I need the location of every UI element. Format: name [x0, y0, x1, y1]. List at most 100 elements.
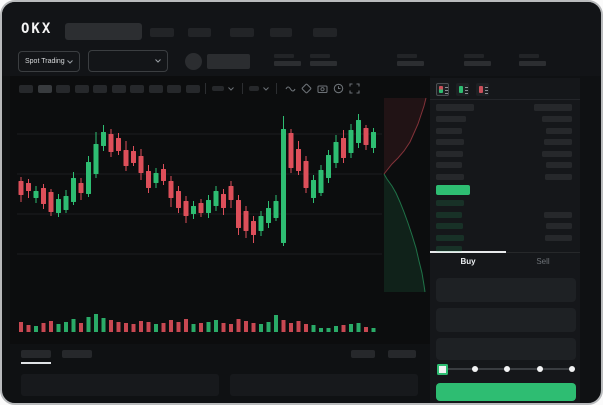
volume-bar — [371, 328, 376, 332]
ask-price-bar[interactable] — [436, 150, 463, 157]
price-field[interactable] — [436, 278, 576, 302]
total-field[interactable] — [436, 338, 576, 360]
active-tab-indicator — [21, 362, 51, 364]
amount-field[interactable] — [436, 308, 576, 332]
volume-bar — [56, 324, 61, 332]
book-both-icon[interactable] — [436, 83, 449, 96]
ask-price-bar[interactable] — [436, 127, 462, 134]
chevron-down-icon[interactable] — [228, 87, 234, 91]
tab-sell[interactable]: Sell — [536, 257, 550, 266]
chevron-down-icon — [155, 59, 161, 63]
timeframe-button-2[interactable] — [56, 85, 70, 93]
bottom-action-chip[interactable] — [351, 350, 375, 358]
timeframe-button-4[interactable] — [93, 85, 107, 93]
bid-price-bar[interactable] — [436, 200, 464, 206]
ask-price-bar[interactable] — [436, 116, 466, 122]
overlay-dropdown-label — [249, 86, 259, 91]
volume-bar — [41, 323, 46, 332]
slider-stop-3[interactable] — [536, 366, 543, 372]
chevron-down-icon[interactable] — [263, 87, 269, 91]
icon-line — [445, 90, 448, 91]
bid-amount-bar[interactable] — [544, 211, 572, 218]
book-sells-icon[interactable] — [476, 83, 489, 96]
bid-amount-bar[interactable] — [546, 223, 572, 229]
ask-amount-bar[interactable] — [545, 173, 572, 180]
clock-icon[interactable] — [333, 83, 344, 94]
slider-stop-2[interactable] — [504, 366, 510, 372]
search-input[interactable] — [65, 23, 142, 40]
ask-amount-bar[interactable] — [542, 116, 572, 122]
timeframe-button-3[interactable] — [74, 85, 89, 93]
tab-buy[interactable]: Buy — [460, 257, 476, 266]
volume-bar — [199, 323, 203, 332]
bottom-tab-open-orders[interactable] — [21, 350, 51, 358]
icon-line — [485, 93, 488, 94]
last-price-badge — [436, 185, 470, 195]
ticker-stat-value-2 — [397, 61, 424, 66]
volume-bar — [161, 323, 166, 332]
candle-body — [266, 208, 271, 223]
bid-amount-bar[interactable] — [545, 234, 572, 241]
bottom-action-chip[interactable] — [388, 350, 416, 358]
orderbook-column-header — [436, 104, 474, 111]
nav-item-0[interactable] — [150, 28, 174, 37]
bid-price-bar[interactable] — [436, 246, 462, 252]
nav-item-4[interactable] — [313, 28, 337, 37]
ask-amount-bar[interactable] — [544, 139, 572, 145]
depth-bids-line — [383, 173, 426, 293]
ask-price-bar[interactable] — [436, 162, 462, 168]
volume-bar — [184, 319, 188, 332]
timeframe-button-7[interactable] — [148, 85, 163, 93]
ask-price-bar[interactable] — [436, 173, 464, 180]
pair-name-placeholder — [207, 54, 250, 69]
eraser-icon[interactable] — [301, 83, 312, 94]
volume-bar — [139, 321, 143, 332]
ask-amount-bar[interactable] — [542, 150, 572, 157]
bid-price-bar[interactable] — [436, 223, 463, 229]
volume-bar — [19, 322, 23, 332]
timeframe-button-6[interactable] — [130, 85, 144, 93]
volume-bar — [176, 322, 181, 332]
bid-price-bar[interactable] — [436, 211, 462, 218]
candle-body — [311, 180, 316, 198]
pair-selector-dropdown[interactable] — [88, 50, 168, 72]
timeframe-button-0[interactable] — [19, 85, 33, 93]
timeframe-button-9[interactable] — [185, 85, 200, 93]
nav-item-3[interactable] — [270, 28, 292, 37]
candle-body — [183, 201, 189, 216]
ticker-stat-value-0 — [274, 61, 301, 66]
slider-stop-4[interactable] — [569, 366, 575, 372]
timeframe-button-8[interactable] — [167, 85, 181, 93]
volume-bar — [251, 323, 256, 332]
wave-icon[interactable] — [285, 83, 296, 94]
market-mode-label: Spot Trading — [25, 58, 65, 65]
volume-bar — [236, 319, 241, 332]
volume-bar — [364, 327, 368, 332]
candle-body — [251, 221, 256, 235]
market-mode-dropdown[interactable]: Spot Trading — [18, 51, 80, 72]
ask-price-bar[interactable] — [436, 139, 464, 145]
book-buys-icon[interactable] — [456, 83, 469, 96]
expand-icon[interactable] — [349, 83, 360, 94]
nav-item-1[interactable] — [188, 28, 211, 37]
slider-stop-1[interactable] — [471, 366, 478, 372]
nav-item-2[interactable] — [230, 28, 254, 37]
timeframe-button-1[interactable] — [37, 85, 52, 93]
candle-body — [93, 144, 99, 174]
slider-handle[interactable] — [436, 363, 448, 375]
bottom-tab-order-history[interactable] — [62, 350, 92, 358]
timeframe-button-5[interactable] — [111, 85, 126, 93]
ask-amount-bar[interactable] — [546, 162, 572, 168]
volume-bar — [94, 314, 98, 332]
candle-body — [101, 132, 106, 146]
ask-amount-bar[interactable] — [546, 127, 572, 134]
candle-body — [33, 191, 39, 198]
divider — [430, 99, 580, 100]
volume-bar — [349, 324, 353, 332]
bid-price-bar[interactable] — [436, 234, 464, 241]
camera-icon[interactable] — [317, 83, 328, 94]
buy-submit-button[interactable] — [436, 383, 576, 401]
